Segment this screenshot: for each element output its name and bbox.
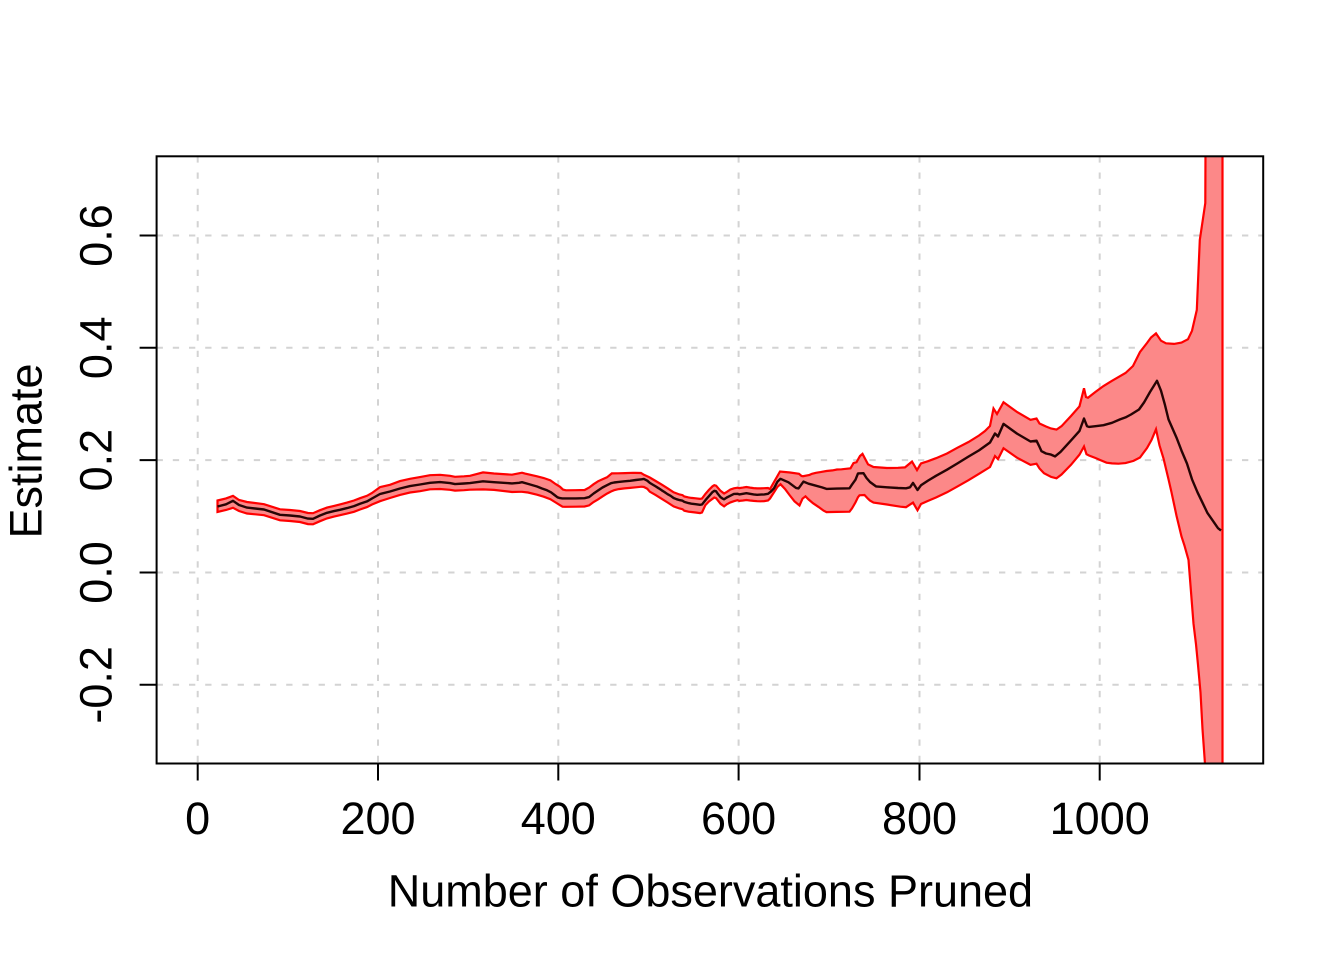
svg-text:0.0: 0.0: [71, 541, 122, 604]
svg-text:200: 200: [340, 793, 415, 844]
svg-text:600: 600: [701, 793, 776, 844]
svg-text:800: 800: [882, 793, 957, 844]
svg-text:0: 0: [185, 793, 210, 844]
svg-text:-0.2: -0.2: [71, 646, 122, 724]
svg-text:Estimate: Estimate: [1, 363, 52, 538]
svg-text:1000: 1000: [1050, 793, 1150, 844]
svg-text:0.4: 0.4: [71, 317, 122, 380]
svg-text:400: 400: [521, 793, 596, 844]
svg-text:Number of Observations Pruned: Number of Observations Pruned: [388, 866, 1033, 917]
svg-text:0.6: 0.6: [71, 204, 122, 267]
svg-text:0.2: 0.2: [71, 429, 122, 492]
